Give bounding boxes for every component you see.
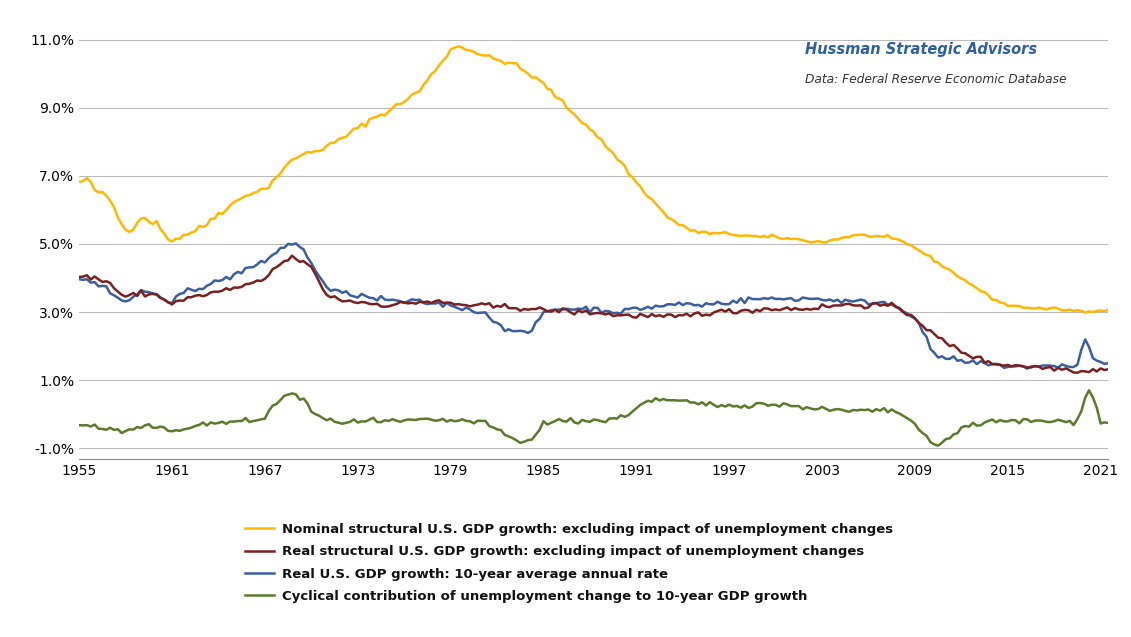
Line: Real structural U.S. GDP growth: excluding impact of unemployment changes: Real structural U.S. GDP growth: excludi… bbox=[79, 255, 1112, 373]
Real U.S. GDP growth: 10-year average annual rate: (1.98e+03, 3.26): 10-year average annual rate: (1.98e+03, … bbox=[424, 299, 438, 307]
Nominal structural U.S. GDP growth: excluding impact of unemployment changes: (1.98e+03, 9.8): excluding impact of unemployment changes… bbox=[421, 76, 434, 84]
Cyclical contribution of unemployment change to 10-year GDP growth bbox=[1105, 419, 1119, 426]
Nominal structural U.S. GDP growth: excluding impact of unemployment changes: (2e+03, 5.33): excluding impact of unemployment changes… bbox=[707, 229, 720, 237]
Text: Hussman Strategic Advisors: Hussman Strategic Advisors bbox=[805, 42, 1037, 57]
Real structural U.S. GDP growth: excluding impact of unemployment changes: (2.01e+03, 2.68): excluding impact of unemployment changes… bbox=[912, 319, 925, 327]
Nominal structural U.S. GDP growth: excluding impact of unemployment changes: (1.98e+03, 10.8): excluding impact of unemployment changes… bbox=[451, 43, 465, 50]
Cyclical contribution of unemployment change to 10-year GDP growth bbox=[72, 421, 86, 429]
Cyclical contribution of unemployment change to 10-year GDP growth bbox=[931, 442, 944, 450]
Cyclical contribution of unemployment change to 10-year GDP growth bbox=[908, 420, 922, 427]
Cyclical contribution of unemployment change to 10-year GDP growth bbox=[703, 398, 717, 406]
Line: Real U.S. GDP growth: 10-year average annual rate: Real U.S. GDP growth: 10-year average an… bbox=[79, 243, 1112, 369]
Text: Data: Federal Reserve Economic Database: Data: Federal Reserve Economic Database bbox=[805, 73, 1067, 86]
Nominal structural U.S. GDP growth: excluding impact of unemployment changes: (2.01e+03, 4.82): excluding impact of unemployment changes… bbox=[912, 247, 925, 254]
Legend: Nominal structural U.S. GDP growth: excluding impact of unemployment changes, Re: Nominal structural U.S. GDP growth: excl… bbox=[240, 518, 899, 608]
Cyclical contribution of unemployment change to 10-year GDP growth bbox=[157, 424, 171, 431]
Real U.S. GDP growth: 10-year average annual rate: (2.01e+03, 2.69): 10-year average annual rate: (2.01e+03, … bbox=[912, 318, 925, 326]
Real structural U.S. GDP growth: excluding impact of unemployment changes: (2.02e+03, 1.22): excluding impact of unemployment changes… bbox=[1071, 369, 1085, 376]
Real structural U.S. GDP growth: excluding impact of unemployment changes: (1.97e+03, 3.5): excluding impact of unemployment changes… bbox=[320, 291, 334, 299]
Nominal structural U.S. GDP growth: excluding impact of unemployment changes: (2.02e+03, 3.03): excluding impact of unemployment changes… bbox=[1105, 307, 1119, 315]
Real U.S. GDP growth: 10-year average annual rate: (1.96e+03, 3.97): 10-year average annual rate: (1.96e+03, … bbox=[72, 275, 86, 283]
Real U.S. GDP growth: 10-year average annual rate: (1.97e+03, 5.02): 10-year average annual rate: (1.97e+03, … bbox=[290, 240, 303, 247]
Cyclical contribution of unemployment change to 10-year GDP growth bbox=[421, 415, 434, 422]
Nominal structural U.S. GDP growth: excluding impact of unemployment changes: (1.99e+03, 7.05): excluding impact of unemployment changes… bbox=[622, 170, 636, 178]
Real U.S. GDP growth: 10-year average annual rate: (1.99e+03, 3.09): 10-year average annual rate: (1.99e+03, … bbox=[622, 305, 636, 313]
Real U.S. GDP growth: 10-year average annual rate: (1.96e+03, 3.37): 10-year average annual rate: (1.96e+03, … bbox=[157, 296, 171, 303]
Real structural U.S. GDP growth: excluding impact of unemployment changes: (1.97e+03, 4.66): excluding impact of unemployment changes… bbox=[285, 252, 299, 259]
Real structural U.S. GDP growth: excluding impact of unemployment changes: (1.96e+03, 4.03): excluding impact of unemployment changes… bbox=[72, 273, 86, 281]
Real structural U.S. GDP growth: excluding impact of unemployment changes: (2.02e+03, 1.35): excluding impact of unemployment changes… bbox=[1105, 364, 1119, 372]
Real structural U.S. GDP growth: excluding impact of unemployment changes: (1.98e+03, 3.27): excluding impact of unemployment changes… bbox=[424, 299, 438, 307]
Real U.S. GDP growth: 10-year average annual rate: (2.02e+03, 1.48): 10-year average annual rate: (2.02e+03, … bbox=[1105, 360, 1119, 368]
Nominal structural U.S. GDP growth: excluding impact of unemployment changes: (2.02e+03, 2.99): excluding impact of unemployment changes… bbox=[1078, 309, 1091, 317]
Real structural U.S. GDP growth: excluding impact of unemployment changes: (1.96e+03, 3.37): excluding impact of unemployment changes… bbox=[157, 296, 171, 303]
Line: Nominal structural U.S. GDP growth: excluding impact of unemployment changes: Nominal structural U.S. GDP growth: excl… bbox=[79, 47, 1112, 313]
Cyclical contribution of unemployment change to 10-year GDP growth bbox=[1082, 387, 1096, 394]
Real U.S. GDP growth: 10-year average annual rate: (2.02e+03, 1.34): 10-year average annual rate: (2.02e+03, … bbox=[1020, 365, 1034, 373]
Real structural U.S. GDP growth: excluding impact of unemployment changes: (2e+03, 2.99): excluding impact of unemployment changes… bbox=[707, 309, 720, 317]
Cyclical contribution of unemployment change to 10-year GDP growth bbox=[317, 414, 330, 422]
Real U.S. GDP growth: 10-year average annual rate: (1.97e+03, 3.73): 10-year average annual rate: (1.97e+03, … bbox=[320, 283, 334, 291]
Nominal structural U.S. GDP growth: excluding impact of unemployment changes: (1.96e+03, 6.82): excluding impact of unemployment changes… bbox=[72, 178, 86, 185]
Nominal structural U.S. GDP growth: excluding impact of unemployment changes: (1.96e+03, 5.3): excluding impact of unemployment changes… bbox=[157, 230, 171, 238]
Real U.S. GDP growth: 10-year average annual rate: (2e+03, 3.23): 10-year average annual rate: (2e+03, 3.2… bbox=[707, 301, 720, 308]
Nominal structural U.S. GDP growth: excluding impact of unemployment changes: (1.97e+03, 7.76): excluding impact of unemployment changes… bbox=[317, 146, 330, 154]
Line: Cyclical contribution of unemployment change to 10-year GDP growth: Cyclical contribution of unemployment ch… bbox=[79, 390, 1112, 446]
Cyclical contribution of unemployment change to 10-year GDP growth bbox=[618, 413, 631, 420]
Real structural U.S. GDP growth: excluding impact of unemployment changes: (1.99e+03, 2.93): excluding impact of unemployment changes… bbox=[622, 311, 636, 318]
